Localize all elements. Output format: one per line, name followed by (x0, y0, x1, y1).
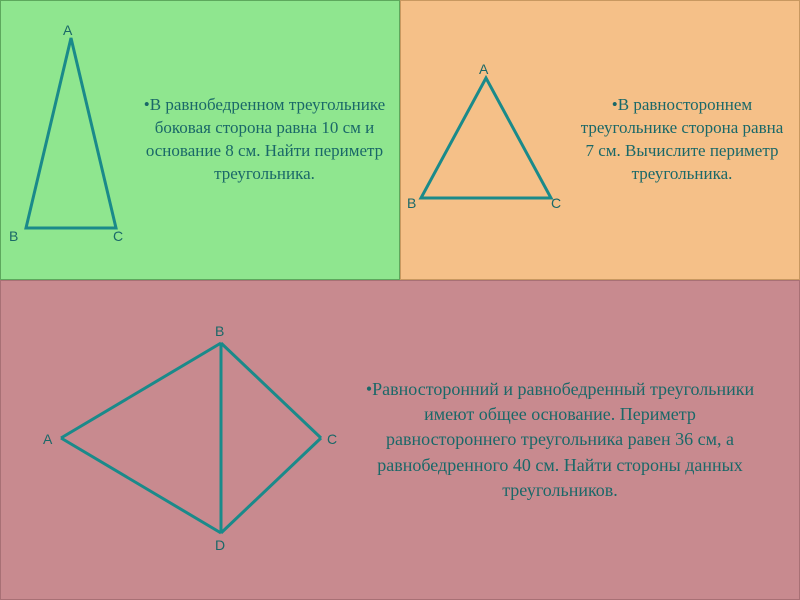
vertex-b-label: B (215, 323, 224, 339)
vertex-a-label: A (43, 431, 53, 447)
triangle-svg: A B C (1, 13, 136, 263)
vertex-d-label: D (215, 537, 225, 553)
vertex-c-label: C (551, 195, 561, 211)
problem-text-combined: •Равносторонний и равнобедренный треугол… (361, 357, 799, 523)
vertex-a-label: A (479, 61, 489, 77)
edge-bc (221, 343, 321, 438)
problem-text-equilateral: •В равностороннем треугольнике сторона р… (571, 86, 799, 194)
triangle-isosceles (26, 38, 116, 228)
edge-ad (61, 438, 221, 533)
panel-isosceles: A B C •В равнобедренном треугольнике бок… (0, 0, 400, 280)
triangle-svg: A B C (401, 38, 571, 238)
triangle-equilateral (421, 78, 551, 198)
problem-text-isosceles: •В равнобедренном треугольнике боковая с… (136, 86, 399, 194)
vertex-b-label: B (9, 228, 18, 244)
edge-ab (61, 343, 221, 438)
vertex-a-label: A (63, 22, 73, 38)
panel-combined: A B C D •Равносторонний и равнобедренный… (0, 280, 800, 600)
vertex-c-label: C (113, 228, 123, 244)
text-content: В равнобедренном треугольнике боковая ст… (146, 95, 385, 183)
combined-svg: A B C D (31, 298, 361, 578)
triangle-isosceles-figure: A B C (1, 13, 136, 268)
triangle-equilateral-figure: A B C (401, 38, 571, 243)
top-row: A B C •В равнобедренном треугольнике бок… (0, 0, 800, 280)
slide-container: A B C •В равнобедренном треугольнике бок… (0, 0, 800, 600)
vertex-b-label: B (407, 195, 416, 211)
edge-dc (221, 438, 321, 533)
combined-figure: A B C D (1, 298, 361, 583)
panel-equilateral: A B C •В равностороннем треугольнике сто… (400, 0, 800, 280)
text-content: Равносторонний и равнобедренный треуголь… (372, 379, 754, 500)
vertex-c-label: C (327, 431, 337, 447)
